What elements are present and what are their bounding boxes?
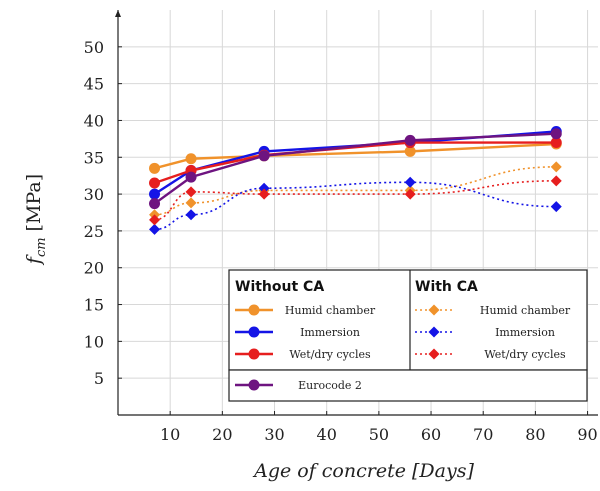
x-tick-label: 90: [577, 425, 597, 444]
data-point: [185, 209, 197, 221]
series-without-humid-chamber: [149, 138, 562, 174]
legend-label: Immersion: [495, 326, 555, 339]
data-point: [550, 161, 562, 173]
legend-marker: [248, 326, 260, 338]
data-point: [550, 201, 562, 213]
data-point: [149, 177, 161, 189]
y-axis-label: fcm [MPa]: [23, 174, 49, 266]
series-with-wet-dry-cycles: [149, 175, 562, 226]
y-tick-label: 25: [84, 222, 104, 241]
x-tick-labels: 10 20 30 40 50 60 70 80 90: [160, 425, 598, 444]
y-tick-label: 30: [84, 185, 104, 204]
data-point: [404, 188, 416, 200]
y-tick-label: 15: [84, 296, 104, 315]
series-model-eurocode-2: [149, 128, 562, 210]
y-axis-label-unit: [MPa]: [23, 174, 45, 232]
y-tick-label: 35: [84, 148, 104, 167]
data-point: [404, 145, 416, 157]
x-tick-label: 80: [525, 425, 545, 444]
y-tick-label: 40: [84, 111, 104, 130]
x-tick-label: 30: [264, 425, 284, 444]
series-line: [154, 166, 557, 216]
legend-marker: [428, 348, 440, 360]
data-point: [550, 137, 562, 149]
legend-entry-with-immersion: Immersion: [415, 326, 555, 339]
x-tick-label: 10: [160, 425, 180, 444]
legend-marker: [248, 348, 260, 360]
series-line: [153, 132, 557, 205]
data-point: [149, 214, 161, 226]
legend-header-with: With CA: [415, 279, 478, 295]
y-tick-label: 45: [84, 75, 104, 94]
legend-entry-with-wet-dry-cycles: Wet/dry cycles: [415, 348, 566, 361]
x-axis-label: Age of concrete [Days]: [252, 460, 474, 482]
data-point: [149, 162, 161, 174]
legend-marker: [428, 304, 440, 316]
data-point: [185, 153, 197, 165]
legend-marker: [248, 304, 260, 316]
series-line: [154, 181, 557, 231]
legend-entry-without-humid-chamber: Humid chamber: [235, 304, 376, 317]
y-axis-label-symbol: f: [23, 254, 45, 266]
data-point: [258, 188, 270, 200]
legend-label: Wet/dry cycles: [289, 348, 371, 361]
y-tick-label: 20: [84, 259, 104, 278]
legend-box-model: [228, 369, 588, 402]
legend-label: Eurocode 2: [298, 379, 362, 392]
data-point: [149, 188, 161, 200]
series-group: [149, 126, 562, 235]
legend-label: Immersion: [300, 326, 360, 339]
data-point: [550, 128, 562, 140]
legend-header-without: Without CA: [235, 279, 324, 295]
legend-label: Wet/dry cycles: [484, 348, 566, 361]
x-tick-label: 50: [369, 425, 389, 444]
grid: [118, 10, 598, 415]
axes: [115, 10, 598, 416]
y-tick-label: 10: [84, 332, 104, 351]
data-point: [258, 150, 270, 162]
y-tick-label: 5: [94, 369, 104, 388]
legend-box: [228, 269, 588, 371]
y-axis-label-subscript: cm: [34, 237, 49, 257]
y-tick-labels: 5 10 15 20 25 30 35 40 45 50: [84, 38, 104, 388]
data-point: [149, 198, 161, 210]
data-point: [185, 186, 197, 198]
series-line: [154, 180, 557, 221]
data-point: [258, 182, 270, 194]
legend-label: Humid chamber: [285, 304, 376, 317]
legend-entry-model-eurocode-2: Eurocode 2: [235, 379, 362, 392]
data-point: [404, 176, 416, 188]
series-with-immersion: [149, 176, 562, 235]
data-point: [550, 175, 562, 187]
y-tick-label: 50: [84, 38, 104, 57]
x-tick-label: 40: [317, 425, 337, 444]
legend-label: Humid chamber: [480, 304, 571, 317]
legend-marker: [428, 326, 440, 338]
legend-entry-with-humid-chamber: Humid chamber: [415, 304, 571, 317]
data-point: [185, 197, 197, 209]
data-point: [149, 223, 161, 235]
data-point: [185, 171, 197, 183]
series-line: [154, 141, 557, 185]
x-tick-label: 60: [421, 425, 441, 444]
legend-entry-without-wet-dry-cycles: Wet/dry cycles: [235, 348, 371, 361]
legend-marker: [248, 379, 260, 391]
x-tick-label: 20: [212, 425, 232, 444]
series-line: [153, 130, 557, 196]
y-axis-arrow: [115, 10, 121, 17]
legend-entry-without-immersion: Immersion: [235, 326, 360, 339]
data-point: [404, 134, 416, 146]
x-tick-label: 70: [473, 425, 493, 444]
